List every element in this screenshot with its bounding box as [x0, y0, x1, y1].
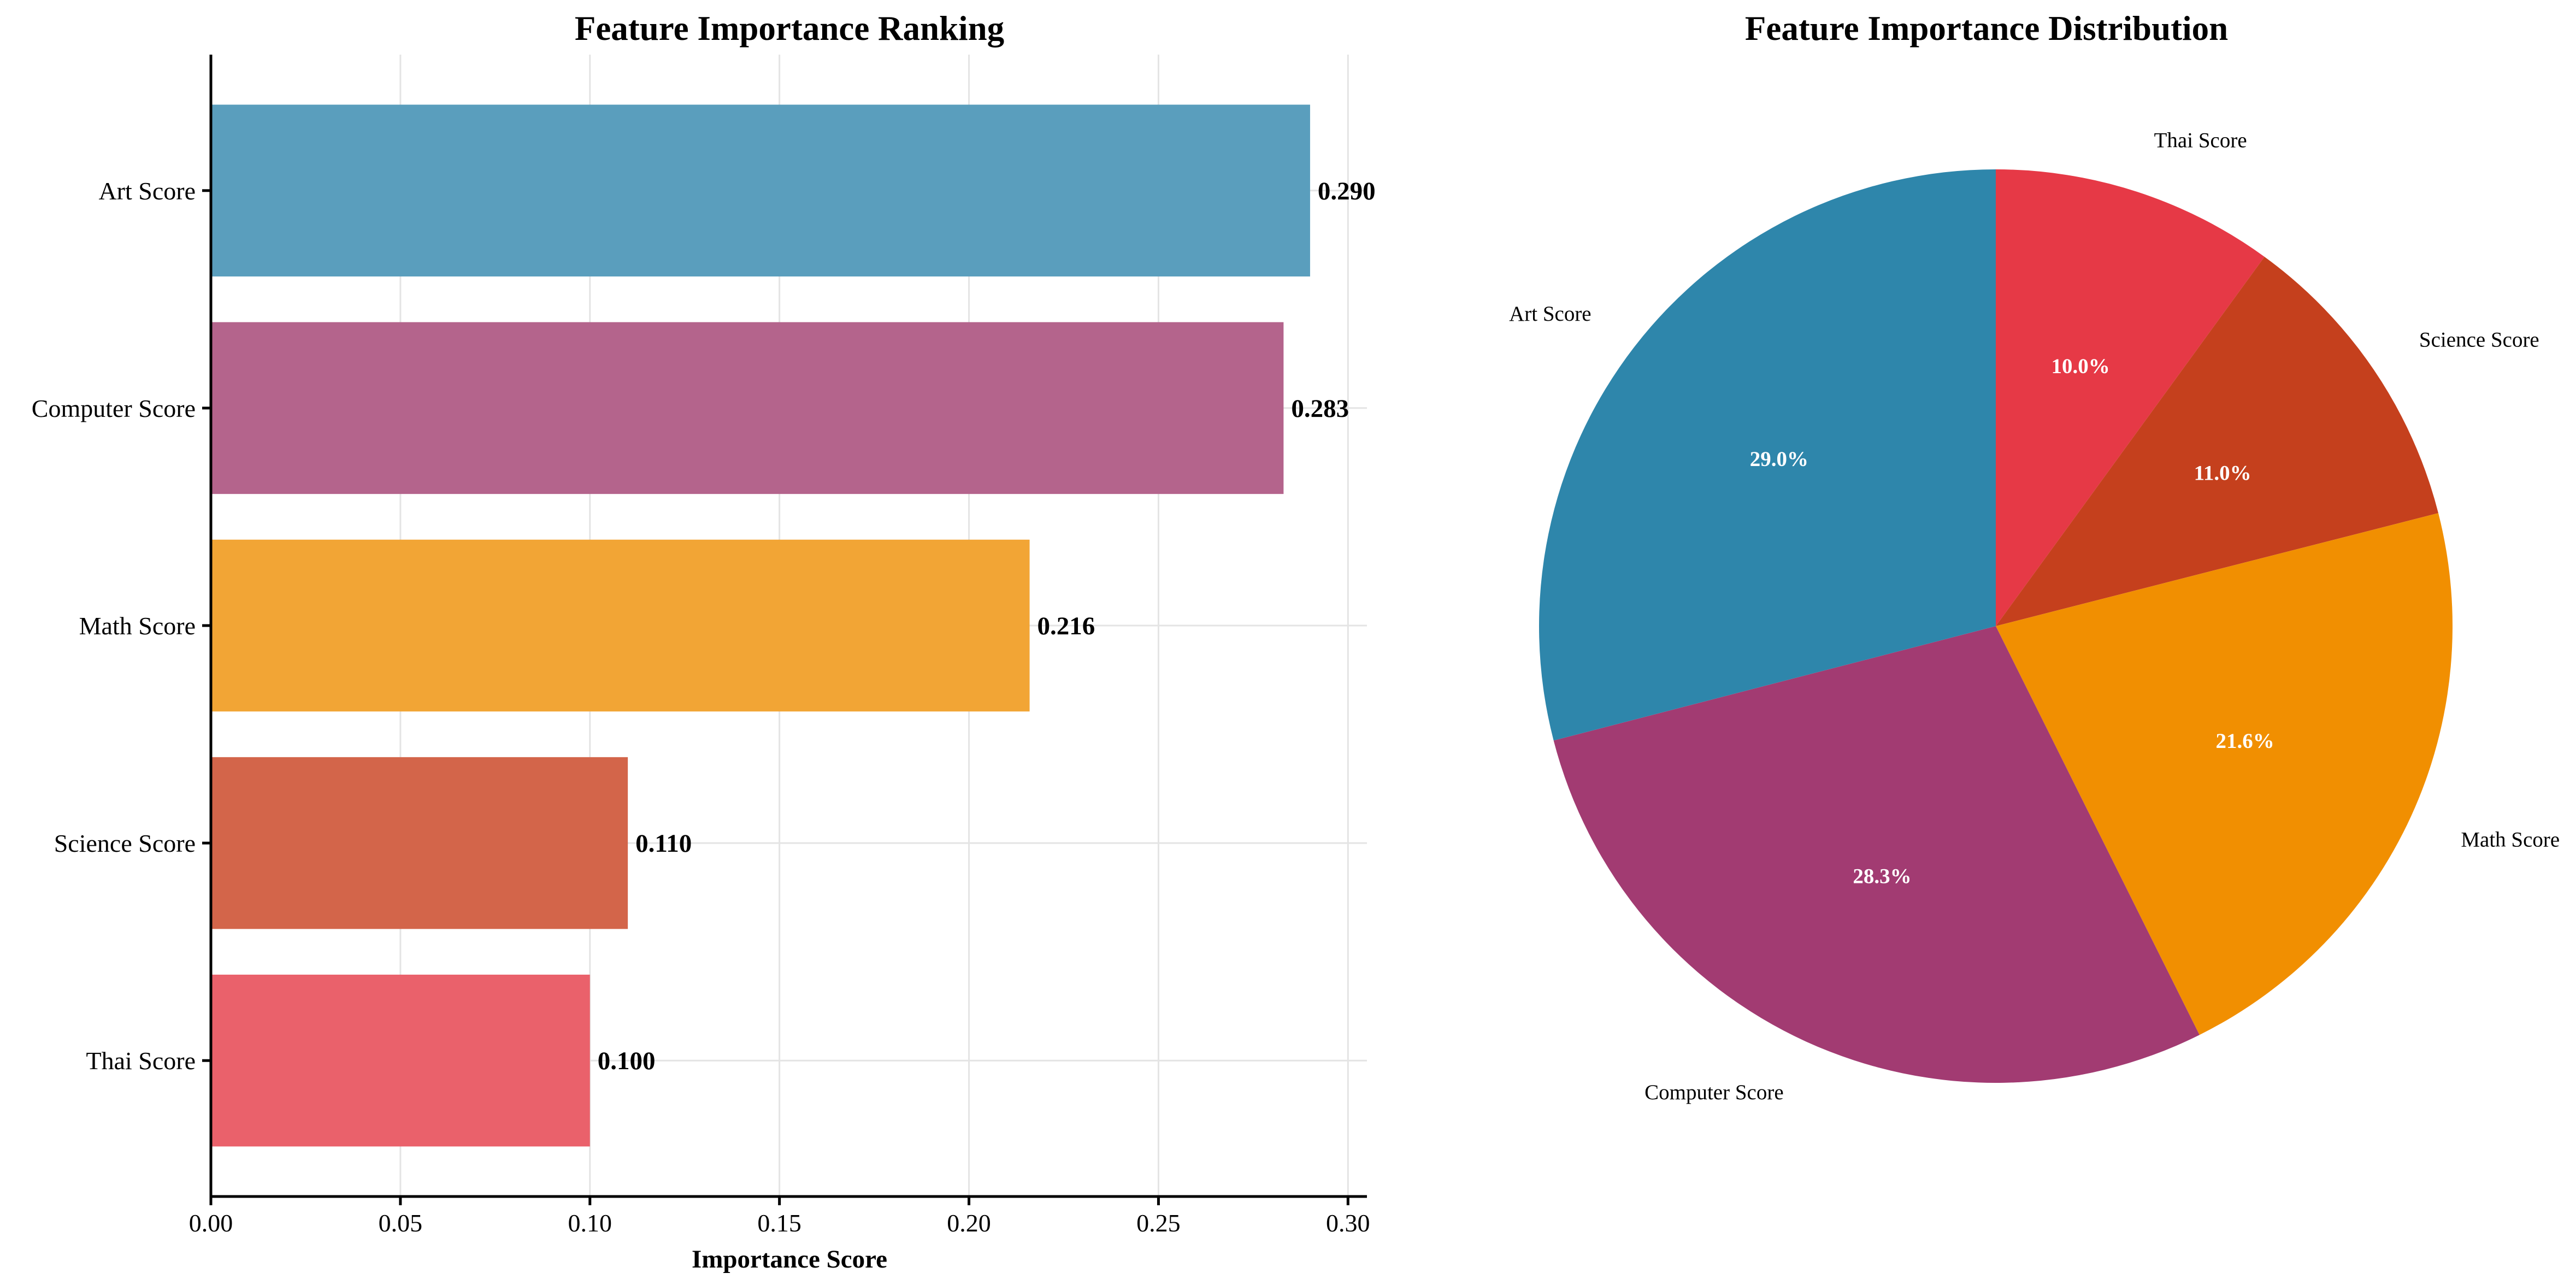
bar-category-label-thai-score: Thai Score [86, 1047, 196, 1075]
bar-chart-category-labels: Art Score Computer Score Math Score Science… [32, 177, 211, 1075]
bar-x-tick-label: 0.10 [568, 1209, 612, 1237]
bar-chart-bars [211, 104, 1310, 1147]
bar-x-tick-label: 0.05 [379, 1209, 423, 1237]
pie-slice-math-score [1996, 513, 2453, 1035]
bar-x-tick-label: 0.15 [757, 1209, 801, 1237]
bar-category-label-computer-score: Computer Score [32, 394, 196, 422]
pie-chart-slices [1539, 169, 2453, 1083]
pie-label-art-score: Art Score [1509, 302, 1591, 326]
bar-value-label-art-score: 0.290 [1318, 177, 1376, 205]
bar-chart-title: Feature Importance Ranking [575, 9, 1004, 48]
pie-chart-title: Feature Importance Distribution [1745, 9, 2228, 48]
bar-x-tick-label: 0.00 [189, 1209, 233, 1237]
pie-slice-computer-score [1553, 626, 2200, 1083]
pie-slice-science-score [1996, 256, 2439, 627]
bar-chart-value-labels: 0.290 0.283 0.216 0.110 0.100 [598, 177, 1376, 1075]
pie-label-computer-score: Computer Score [1644, 1081, 1784, 1104]
bar-category-label-art-score: Art Score [98, 177, 196, 205]
pie-slice-thai-score [1996, 169, 2265, 626]
bar-chart-x-ticks: 0.00 0.05 0.10 0.15 0.20 0.25 0.30 [189, 1196, 1370, 1237]
bar-value-label-science-score: 0.110 [635, 829, 692, 858]
pie-percent-art-score: 29.0% [1750, 447, 1808, 471]
pie-percent-math-score: 21.6% [2215, 729, 2274, 753]
bar-computer-score [211, 322, 1284, 494]
bar-category-label-math-score: Math Score [79, 612, 196, 640]
pie-chart-percent-labels: 10.0% 11.0% 21.6% 28.3% 29.0% [1750, 355, 2274, 888]
pie-percent-computer-score: 28.3% [1853, 864, 1911, 888]
pie-percent-thai-score: 10.0% [2052, 355, 2110, 378]
pie-label-science-score: Science Score [2419, 328, 2539, 351]
pie-label-thai-score: Thai Score [2154, 129, 2247, 152]
bar-chart-panel: Feature Importance Ranking Art Score Comp… [32, 9, 1376, 1274]
pie-percent-science-score: 11.0% [2194, 461, 2251, 485]
pie-chart-labels: Thai Score Science Score Math Score Compute… [1509, 129, 2560, 1104]
pie-slice-art-score [1539, 169, 1996, 741]
bar-math-score [211, 539, 1030, 712]
pie-label-math-score: Math Score [2461, 828, 2560, 852]
bar-x-tick-label: 0.20 [947, 1209, 991, 1237]
bar-art-score [211, 104, 1310, 277]
bar-x-tick-label: 0.30 [1326, 1209, 1370, 1237]
bar-value-label-math-score: 0.216 [1038, 612, 1095, 640]
bar-science-score [211, 757, 628, 929]
pie-chart-panel: Feature Importance Distribution Thai Sco… [1509, 9, 2560, 1104]
bar-category-label-science-score: Science Score [54, 829, 196, 857]
bar-chart-x-axis-label: Importance Score [692, 1245, 887, 1274]
bar-value-label-computer-score: 0.283 [1291, 394, 1349, 423]
bar-thai-score [211, 974, 590, 1147]
bar-x-tick-label: 0.25 [1136, 1209, 1181, 1237]
bar-value-label-thai-score: 0.100 [598, 1047, 656, 1075]
